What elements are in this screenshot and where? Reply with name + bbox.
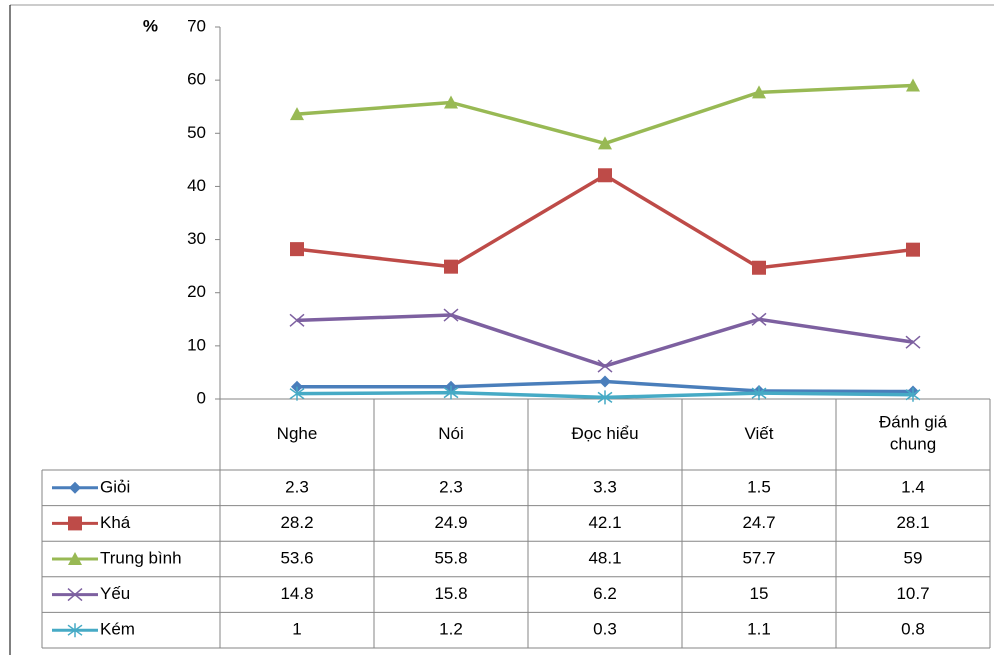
point-marker (906, 78, 920, 92)
data-label: 57.7 (742, 548, 775, 567)
data-label: 1 (292, 620, 301, 639)
data-label: 48.1 (588, 548, 621, 567)
legend-label: Trung bình (100, 548, 182, 567)
legend-label: Kém (100, 620, 135, 639)
point-marker (906, 242, 920, 257)
data-label: 0.8 (901, 620, 925, 639)
data-label: 28.1 (896, 513, 929, 532)
y-tick-label: 60 (187, 70, 206, 89)
data-label: 2.3 (439, 477, 463, 496)
legend-marker (68, 516, 82, 531)
y-tick-label: 30 (187, 229, 206, 248)
point-marker (444, 95, 458, 109)
legend-marker (68, 552, 82, 565)
point-marker (599, 375, 611, 388)
series-line (296, 313, 914, 368)
data-label: 1.4 (901, 477, 925, 496)
y-tick-label: 70 (187, 16, 206, 35)
series-line (296, 83, 914, 146)
point-marker (597, 359, 613, 373)
point-marker (290, 242, 304, 257)
point-marker (289, 386, 305, 401)
data-label: 53.6 (280, 548, 313, 567)
data-label: 3.3 (593, 477, 617, 496)
point-marker (751, 386, 767, 401)
y-tick-label: 20 (187, 282, 206, 301)
point-marker (290, 107, 304, 121)
data-label: 15 (750, 584, 769, 603)
y-tick-label: 10 (187, 335, 206, 354)
data-label: 1.2 (439, 620, 463, 639)
data-label: 59 (904, 548, 923, 567)
data-label: 10.7 (896, 584, 929, 603)
point-marker (752, 260, 766, 275)
data-label: 2.3 (285, 477, 309, 496)
point-marker (752, 85, 766, 99)
x-tick-label: Đánh giá chung (879, 413, 948, 454)
data-label: 1.5 (747, 477, 771, 496)
point-marker (443, 308, 459, 322)
x-tick-label: Đọc hiểu (571, 424, 638, 443)
legend-marker (67, 588, 83, 602)
data-label: 24.7 (742, 513, 775, 532)
data-label: 55.8 (434, 548, 467, 567)
point-marker (905, 335, 921, 349)
point-marker (598, 136, 612, 150)
x-tick-label: Nghe (277, 424, 318, 443)
data-label: 15.8 (434, 584, 467, 603)
legend-label: Khá (100, 513, 131, 532)
data-label: 0.3 (593, 620, 617, 639)
legend-label: Yếu (100, 584, 130, 603)
point-marker (751, 312, 767, 326)
x-tick-label: Nói (438, 424, 464, 443)
point-marker (289, 313, 305, 327)
data-label: 6.2 (593, 584, 617, 603)
y-axis-label: % (143, 16, 158, 35)
legend-marker (67, 623, 83, 638)
point-marker (443, 385, 459, 400)
data-label: 42.1 (588, 513, 621, 532)
point-marker (597, 390, 613, 405)
point-marker (905, 387, 921, 402)
data-label: 28.2 (280, 513, 313, 532)
point-marker (598, 168, 612, 183)
data-label: 1.1 (747, 620, 771, 639)
point-marker (444, 259, 458, 274)
series-line (296, 173, 914, 270)
y-tick-label: 0 (197, 388, 206, 407)
data-label: 24.9 (434, 513, 467, 532)
x-tick-label: Viết (745, 424, 774, 443)
y-tick-label: 50 (187, 123, 206, 142)
data-label: 14.8 (280, 584, 313, 603)
legend-label: Giỏi (100, 477, 130, 496)
y-tick-label: 40 (187, 176, 206, 195)
legend-marker (69, 481, 81, 494)
